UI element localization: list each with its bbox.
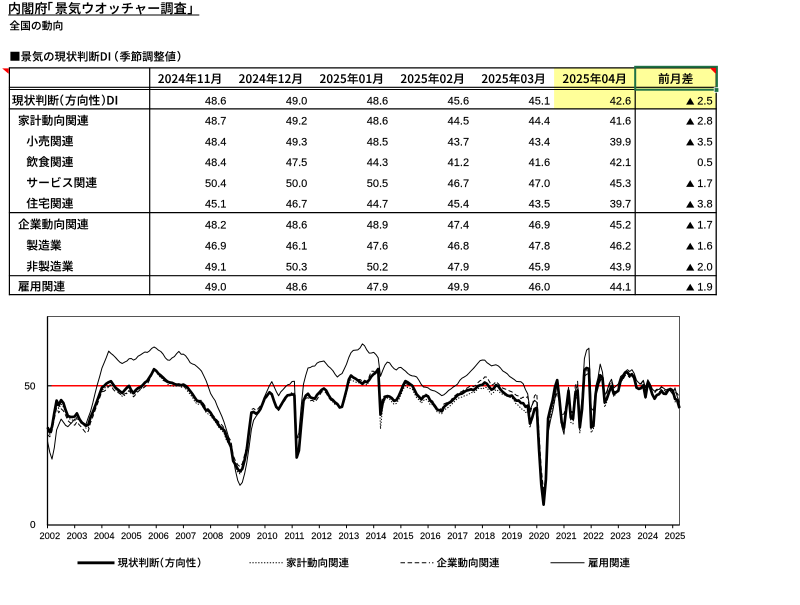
svg-text:1.7: 1.7 [697,178,712,190]
svg-text:45.9: 45.9 [529,262,550,274]
svg-text:2016: 2016 [420,531,441,541]
svg-text:41.6: 41.6 [529,157,550,169]
svg-text:2003: 2003 [67,531,88,541]
svg-text:2004: 2004 [94,531,115,541]
svg-text:2010: 2010 [257,531,278,541]
svg-text:2021: 2021 [556,531,577,541]
svg-text:49.0: 49.0 [286,96,307,108]
svg-text:1.9: 1.9 [697,282,712,294]
svg-text:49.2: 49.2 [286,116,307,128]
svg-text:0.5: 0.5 [697,157,712,169]
svg-text:43.9: 43.9 [610,262,631,274]
svg-text:46.2: 46.2 [610,241,631,253]
svg-text:2.0: 2.0 [697,262,712,274]
svg-text:47.0: 47.0 [529,178,550,190]
svg-text:49.1: 49.1 [205,262,226,274]
svg-text:45.6: 45.6 [448,96,469,108]
svg-text:2020: 2020 [529,531,550,541]
svg-text:50.2: 50.2 [367,262,388,274]
svg-text:2005: 2005 [121,531,142,541]
svg-text:48.9: 48.9 [367,220,388,232]
svg-text:46.9: 46.9 [205,241,226,253]
svg-text:42.1: 42.1 [610,157,631,169]
svg-text:46.1: 46.1 [286,241,307,253]
svg-text:43.4: 43.4 [529,136,550,148]
svg-text:2006: 2006 [148,531,169,541]
svg-text:2023: 2023 [610,531,631,541]
svg-text:50.3: 50.3 [286,262,307,274]
svg-text:44.4: 44.4 [529,116,550,128]
svg-text:3.5: 3.5 [697,136,712,148]
svg-text:48.7: 48.7 [205,116,226,128]
svg-text:2015: 2015 [393,531,414,541]
svg-text:2024: 2024 [637,531,658,541]
svg-text:45.1: 45.1 [529,96,550,108]
svg-text:45.2: 45.2 [610,220,631,232]
svg-text:2019: 2019 [502,531,523,541]
svg-text:45.1: 45.1 [205,199,226,211]
svg-text:50.5: 50.5 [367,178,388,190]
svg-text:48.6: 48.6 [367,96,388,108]
svg-text:49.9: 49.9 [448,282,469,294]
svg-text:43.7: 43.7 [448,136,469,148]
svg-text:48.2: 48.2 [205,220,226,232]
svg-text:44.5: 44.5 [448,116,469,128]
svg-text:42.6: 42.6 [610,96,631,108]
svg-text:44.1: 44.1 [610,282,631,294]
svg-text:47.4: 47.4 [448,220,469,232]
svg-text:48.6: 48.6 [205,96,226,108]
svg-text:47.6: 47.6 [367,241,388,253]
svg-text:2022: 2022 [583,531,604,541]
svg-text:2002: 2002 [39,531,60,541]
svg-text:2013: 2013 [338,531,359,541]
svg-text:2007: 2007 [175,531,196,541]
svg-text:48.6: 48.6 [367,116,388,128]
svg-text:2.8: 2.8 [697,116,712,128]
svg-text:48.6: 48.6 [286,220,307,232]
svg-text:1.6: 1.6 [697,241,712,253]
svg-text:50.0: 50.0 [286,178,307,190]
svg-text:39.7: 39.7 [610,199,631,211]
svg-text:39.9: 39.9 [610,136,631,148]
svg-text:41.6: 41.6 [610,116,631,128]
svg-text:2009: 2009 [230,531,251,541]
svg-text:46.9: 46.9 [529,220,550,232]
svg-text:49.0: 49.0 [205,282,226,294]
svg-text:47.8: 47.8 [529,241,550,253]
svg-text:47.5: 47.5 [286,157,307,169]
svg-text:41.2: 41.2 [448,157,469,169]
svg-text:2011: 2011 [284,531,304,541]
svg-text:49.3: 49.3 [286,136,307,148]
svg-text:45.4: 45.4 [448,199,469,211]
svg-text:48.6: 48.6 [286,282,307,294]
svg-text:2014: 2014 [366,531,387,541]
svg-text:50.4: 50.4 [205,178,226,190]
svg-text:2.5: 2.5 [697,96,712,108]
svg-text:2017: 2017 [447,531,468,541]
svg-text:50: 50 [24,381,36,392]
svg-text:46.0: 46.0 [529,282,550,294]
svg-text:0: 0 [30,520,36,531]
svg-text:2025: 2025 [665,531,686,541]
svg-text:47.9: 47.9 [367,282,388,294]
svg-text:45.3: 45.3 [610,178,631,190]
svg-text:46.8: 46.8 [448,241,469,253]
svg-text:48.4: 48.4 [205,136,226,148]
svg-text:2018: 2018 [474,531,495,541]
svg-text:46.7: 46.7 [448,178,469,190]
svg-text:44.3: 44.3 [367,157,388,169]
svg-text:1.7: 1.7 [697,220,712,232]
svg-text:46.7: 46.7 [286,199,307,211]
svg-text:47.9: 47.9 [448,262,469,274]
svg-text:48.5: 48.5 [367,136,388,148]
svg-text:2012: 2012 [311,531,332,541]
svg-text:48.4: 48.4 [205,157,226,169]
svg-text:44.7: 44.7 [367,199,388,211]
svg-text:2008: 2008 [203,531,224,541]
svg-text:3.8: 3.8 [697,199,712,211]
svg-text:43.5: 43.5 [529,199,550,211]
